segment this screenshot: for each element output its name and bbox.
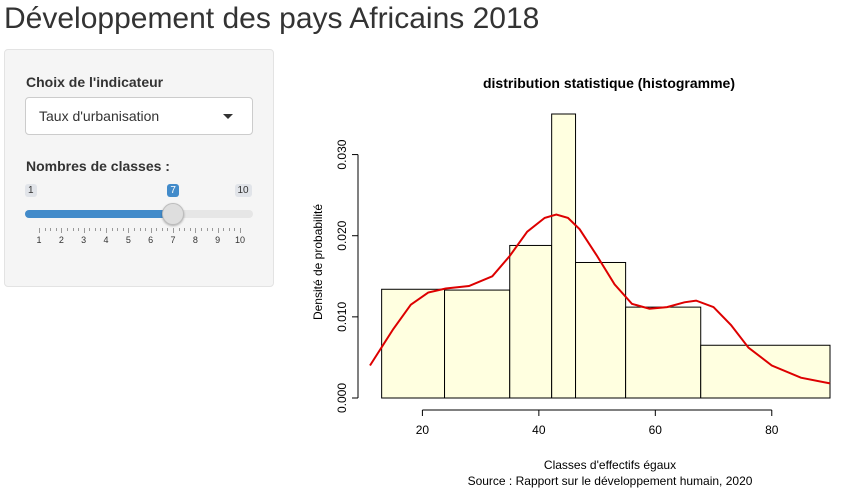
slider-minor-tick xyxy=(44,228,46,231)
slider-tick-label: 3 xyxy=(81,235,87,245)
x-tick-label: 80 xyxy=(765,423,779,437)
slider-minor-tick xyxy=(66,228,68,231)
slider-minor-tick xyxy=(212,228,214,231)
classes-label: Nombres de classes : xyxy=(26,158,170,174)
slider-minor-tick xyxy=(234,228,236,231)
x-axis-label: Classes d'effectifs égaux xyxy=(544,458,676,472)
slider-max-label: 10 xyxy=(234,184,252,197)
slider-tick-label: 9 xyxy=(215,235,221,245)
y-tick-label: 0.030 xyxy=(335,139,349,169)
slider-minor-tick xyxy=(178,228,180,231)
slider-minor-tick xyxy=(89,228,91,231)
chart-source-caption: Source : Rapport sur le développement hu… xyxy=(468,474,753,488)
slider-minor-tick xyxy=(122,228,124,231)
x-tick-label: 20 xyxy=(416,423,430,437)
slider-tick-label: 4 xyxy=(103,235,109,245)
histogram-bar xyxy=(625,306,702,399)
slider-tick xyxy=(173,228,174,233)
slider-tick-label: 1 xyxy=(36,235,42,245)
slider-tick-label: 7 xyxy=(170,235,176,245)
indicator-select[interactable]: Taux d'urbanisation xyxy=(25,97,253,135)
slider-minor-tick xyxy=(117,228,119,231)
slider-min-label: 1 xyxy=(25,184,37,197)
histogram-bar xyxy=(509,244,553,399)
slider-minor-tick xyxy=(184,228,186,231)
classes-slider-handle[interactable] xyxy=(162,203,185,225)
slider-minor-tick xyxy=(100,228,102,231)
y-tick-label: 0.020 xyxy=(335,220,349,250)
caret-down-icon xyxy=(223,114,233,119)
slider-tick xyxy=(39,228,40,233)
slider-minor-tick xyxy=(167,228,169,231)
slider-tick xyxy=(240,228,241,233)
slider-minor-tick xyxy=(189,228,191,231)
x-tick-label: 60 xyxy=(649,423,663,437)
sidebar-panel: Choix de l'indicateur Taux d'urbanisatio… xyxy=(4,49,274,287)
histogram-chart: distribution statistique (histogramme) 0… xyxy=(311,75,831,488)
slider-tick xyxy=(195,228,197,233)
histogram-bar xyxy=(700,344,831,399)
slider-minor-tick xyxy=(78,228,80,231)
y-tick-label: 0.010 xyxy=(335,302,349,332)
slider-tick-label: 5 xyxy=(125,235,131,245)
slider-tick xyxy=(217,228,219,233)
indicator-select-value: Taux d'urbanisation xyxy=(39,108,160,124)
histogram-bar xyxy=(551,113,577,399)
slider-minor-tick xyxy=(145,228,147,231)
slider-minor-tick xyxy=(228,228,230,231)
slider-tick-label: 10 xyxy=(234,235,245,245)
slider-tick xyxy=(106,228,107,233)
histogram-bar xyxy=(444,289,511,399)
slider-minor-tick xyxy=(223,228,225,231)
slider-minor-tick xyxy=(50,228,52,231)
y-tick-label: 0.000 xyxy=(335,383,349,413)
slider-minor-tick xyxy=(133,228,135,231)
page-title: Développement des pays Africains 2018 xyxy=(4,2,540,35)
classes-slider-track[interactable] xyxy=(25,210,253,218)
chart-title: distribution statistique (histogramme) xyxy=(483,75,735,91)
slider-minor-tick xyxy=(161,228,163,231)
slider-minor-tick xyxy=(156,228,158,231)
density-curve xyxy=(369,213,831,385)
slider-minor-tick xyxy=(139,228,141,231)
slider-minor-tick xyxy=(111,228,113,231)
slider-tick-label: 6 xyxy=(148,235,154,245)
slider-value-label: 7 xyxy=(167,184,179,197)
x-tick-label: 40 xyxy=(532,423,546,437)
slider-tick xyxy=(128,228,130,233)
slider-minor-tick xyxy=(94,228,96,231)
classes-slider-fill xyxy=(25,210,174,218)
slider-minor-tick xyxy=(200,228,202,231)
slider-tick xyxy=(83,228,85,233)
histogram-bar xyxy=(575,261,627,399)
slider-minor-tick xyxy=(55,228,57,231)
slider-tick xyxy=(61,228,63,233)
slider-tick xyxy=(150,228,152,233)
histogram-bar xyxy=(381,288,446,399)
slider-minor-tick xyxy=(206,228,208,231)
slider-tick-label: 2 xyxy=(58,235,64,245)
slider-tick-label: 8 xyxy=(192,235,198,245)
slider-minor-tick xyxy=(72,228,74,231)
y-axis-label: Densité de probabilité xyxy=(311,204,325,320)
indicator-label: Choix de l'indicateur xyxy=(26,74,164,90)
